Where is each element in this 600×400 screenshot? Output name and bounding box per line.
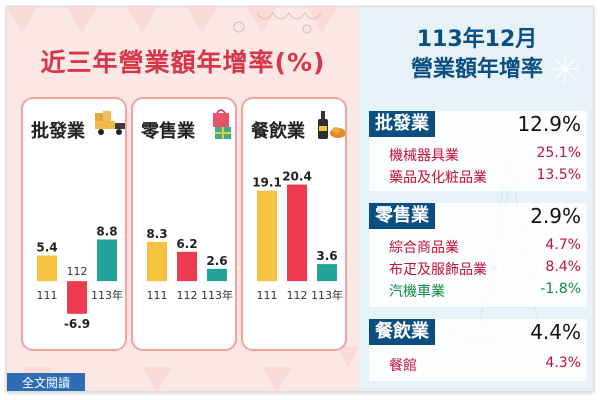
section-value: 4.4% bbox=[530, 320, 581, 344]
list-item: 藥品及化粧品業 13.5% bbox=[389, 167, 581, 187]
section-value: 2.9% bbox=[530, 204, 581, 228]
wine-bottle-food-icon bbox=[318, 111, 345, 139]
data-label: 6.2 bbox=[176, 237, 197, 251]
category-label: 111 bbox=[147, 289, 168, 302]
retail-bar-chart: 8.3 111 6.2 112 2.6 113年 bbox=[146, 227, 233, 302]
bar-113年 bbox=[97, 239, 117, 282]
item-value: 8.4% bbox=[545, 259, 581, 275]
data-label: 5.4 bbox=[36, 241, 57, 255]
list-item: 機械器具業 25.1% bbox=[389, 145, 581, 165]
card-title: 批發業 bbox=[31, 121, 85, 142]
item-name: 汽機車業 bbox=[389, 284, 445, 300]
category-label: 111 bbox=[257, 289, 278, 302]
food-beverage-bar-chart: 19.1 111 20.4 112 3.6 113年 bbox=[252, 170, 343, 303]
item-value: 25.1% bbox=[536, 145, 581, 161]
page-title: 近三年營業額年增率(%) bbox=[40, 48, 326, 77]
bar-113年 bbox=[317, 264, 337, 282]
data-label: 19.1 bbox=[252, 176, 282, 190]
read-full-text-button[interactable]: 全文閱讀 bbox=[7, 373, 85, 391]
bar-111 bbox=[37, 255, 57, 282]
food-beverage-card: 餐飲業 19.1 111 20.4 112 3.6 113年 bbox=[241, 97, 347, 351]
item-value: -1.8% bbox=[540, 281, 581, 297]
list-item: 餐館 4.3% bbox=[389, 355, 581, 375]
bar-111 bbox=[147, 241, 167, 282]
delivery-truck-icon bbox=[95, 111, 125, 135]
category-label: 113年 bbox=[91, 288, 123, 302]
item-name: 綜合商品業 bbox=[389, 240, 459, 256]
section-tag: 餐飲業 bbox=[369, 319, 435, 345]
item-value: 4.7% bbox=[545, 237, 581, 253]
data-label: 8.3 bbox=[146, 227, 167, 241]
wholesale-card: 批發業 5.4 111 -6.9 112 8.8 113年 bbox=[21, 97, 127, 351]
bar-111 bbox=[257, 190, 277, 282]
data-label: 3.6 bbox=[316, 249, 337, 263]
section-value: 12.9% bbox=[517, 112, 581, 136]
category-label: 112 bbox=[67, 265, 88, 278]
section-tag: 零售業 bbox=[369, 203, 435, 229]
item-name: 餐館 bbox=[389, 358, 417, 374]
food-beverage-section: 餐飲業 4.4% 餐館 4.3% bbox=[369, 319, 587, 381]
item-name: 藥品及化粧品業 bbox=[389, 170, 487, 186]
wholesale-section: 批發業 12.9% 機械器具業 25.1% 藥品及化粧品業 13.5% bbox=[369, 111, 587, 191]
bar-112 bbox=[67, 281, 87, 314]
card-title: 零售業 bbox=[141, 121, 195, 142]
right-panel: 113年12月 營業額年增率 批發業 12.9% 機械器具業 25.1% 藥品及… bbox=[359, 7, 593, 391]
shopping-bag-gift-icon bbox=[213, 109, 231, 139]
item-name: 布疋及服飾品業 bbox=[389, 262, 487, 278]
item-value: 4.3% bbox=[545, 355, 581, 371]
bar-112 bbox=[287, 184, 307, 282]
list-item: 布疋及服飾品業 8.4% bbox=[389, 259, 581, 279]
category-label: 111 bbox=[37, 289, 58, 302]
list-item: 綜合商品業 4.7% bbox=[389, 237, 581, 257]
bar-113年 bbox=[207, 268, 227, 282]
category-label: 112 bbox=[287, 289, 308, 302]
report-heading: 營業額年增率 bbox=[410, 57, 543, 82]
infographic-frame: 近三年營業額年增率(%) 批發業 5.4 111 -6.9 112 8.8 113年 零售… bbox=[6, 6, 594, 392]
list-item: 汽機車業 -1.8% bbox=[389, 281, 581, 301]
section-tag: 批發業 bbox=[369, 111, 435, 137]
data-label: -6.9 bbox=[64, 317, 90, 331]
card-title: 餐飲業 bbox=[251, 121, 305, 142]
data-label: 20.4 bbox=[282, 170, 312, 184]
item-value: 13.5% bbox=[536, 167, 581, 183]
data-label: 2.6 bbox=[206, 254, 227, 268]
report-month: 113年12月 bbox=[416, 27, 538, 52]
left-panel: 近三年營業額年增率(%) 批發業 5.4 111 -6.9 112 8.8 113年 零售… bbox=[7, 7, 359, 391]
category-label: 113年 bbox=[201, 288, 233, 302]
item-name: 機械器具業 bbox=[389, 148, 459, 164]
wholesale-bar-chart: 5.4 111 -6.9 112 8.8 113年 bbox=[36, 224, 123, 331]
category-label: 112 bbox=[177, 289, 198, 302]
data-label: 8.8 bbox=[96, 224, 117, 238]
bar-112 bbox=[177, 251, 197, 282]
retail-section: 零售業 2.9% 綜合商品業 4.7% 布疋及服飾品業 8.4% 汽機車業 -1… bbox=[369, 203, 587, 307]
category-label: 113年 bbox=[311, 288, 343, 302]
retail-card: 零售業 8.3 111 6.2 112 2.6 113年 bbox=[131, 97, 237, 351]
